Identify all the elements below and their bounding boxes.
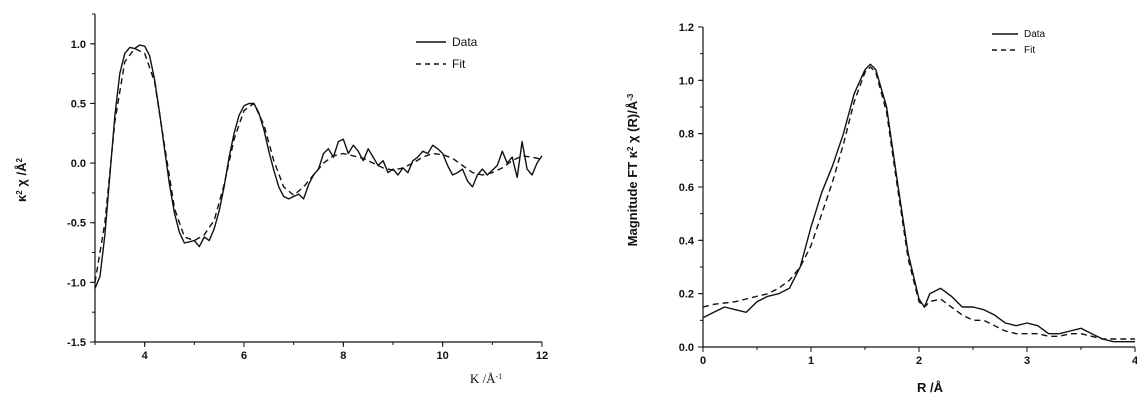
chart-right-series — [702, 63, 1135, 343]
chart-right-axes: 0 1 2 3 4 0.0 0.2 0.4 0.6 0.8 1.0 1.2 — [679, 22, 1137, 367]
x-tick-label: 3 — [1024, 355, 1030, 367]
y-tick-label: 1.0 — [71, 39, 86, 51]
y-tick-label: 0.8 — [679, 129, 694, 141]
y-axis-label: κ2 χ /Å2 — [14, 158, 29, 202]
chart-right-rspace: 0 1 2 3 4 0.0 0.2 0.4 0.6 0.8 1.0 1.2 Data Fit R /Å… — [625, 22, 1137, 395]
x-tick-label: 1 — [808, 355, 814, 367]
y-tick-label: 0.2 — [679, 289, 694, 301]
x-tick-label: 4 — [142, 350, 149, 362]
x-axis-label: K /Å-1 — [470, 371, 502, 386]
y-tick-label: 0.6 — [679, 182, 694, 194]
y-tick-label: -1.0 — [67, 277, 86, 289]
y-tick-label: 0.0 — [679, 342, 694, 354]
y-tick-label: 0.0 — [71, 158, 86, 170]
x-tick-label: 6 — [241, 350, 247, 362]
x-tick-label: 4 — [1132, 355, 1137, 367]
y-tick-label: -0.5 — [67, 218, 86, 230]
y-axis-label: Magnitude FT κ2 χ (R)/Å-3 — [625, 93, 640, 246]
y-tick-label: 0.4 — [679, 235, 695, 247]
chart-left-axes: 4 6 8 10 12 -1.5 -1.0 -0.5 0.0 0.5 1.0 — [67, 13, 548, 362]
x-tick-label: 12 — [536, 350, 548, 362]
legend-label-data: Data — [452, 35, 478, 49]
y-tick-label: 1.0 — [679, 75, 694, 87]
y-tick-label: -1.5 — [67, 337, 86, 349]
x-tick-label: 8 — [340, 350, 346, 362]
x-tick-label: 2 — [916, 355, 922, 367]
chart-left-kspace: 4 6 8 10 12 -1.5 -1.0 -0.5 0.0 0.5 1.0 Data Fit K … — [14, 13, 548, 386]
series-line-fit — [94, 47, 543, 283]
x-axis-label: R /Å — [917, 380, 944, 395]
x-tick-label: 0 — [700, 355, 706, 367]
x-tick-label: 10 — [437, 350, 449, 362]
series-line-fit — [702, 66, 1135, 340]
chart-left-legend: Data Fit — [416, 35, 478, 71]
series-line-data — [94, 44, 543, 289]
legend-label-data: Data — [1024, 29, 1046, 40]
legend-label-fit: Fit — [452, 57, 466, 71]
chart-left-series — [94, 44, 543, 289]
legend-label-fit: Fit — [1024, 45, 1035, 56]
y-tick-label: 1.2 — [679, 22, 694, 34]
y-tick-label: 0.5 — [71, 98, 86, 110]
chart-right-legend: Data Fit — [992, 29, 1046, 56]
